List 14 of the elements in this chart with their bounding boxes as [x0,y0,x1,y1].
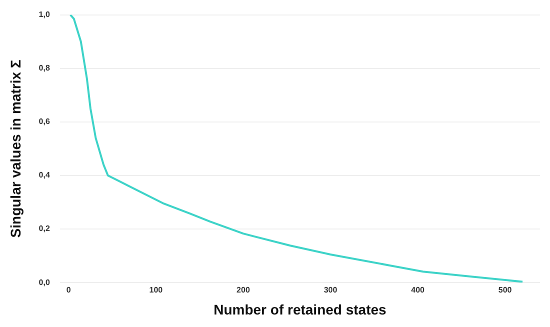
x-tick-label: 300 [324,286,338,295]
y-tick-label: 0,2 [38,224,50,234]
x-tick-label: 100 [149,286,164,295]
x-tick-label: 400 [411,286,426,295]
y-tick-label: 0,0 [38,278,50,287]
y-tick-label: 0,4 [38,170,50,180]
x-tick-label: 500 [498,286,512,295]
y-tick-label: 1,0 [38,10,50,20]
y-axis-title: Singular values in matrix Σ [7,60,24,238]
y-tick-label: 0,8 [38,64,50,73]
x-axis-title: Number of retained states [214,301,387,318]
y-tick-label: 0,6 [38,117,50,126]
x-tick-label: 200 [236,286,250,295]
x-tick-label: 0 [66,286,72,295]
